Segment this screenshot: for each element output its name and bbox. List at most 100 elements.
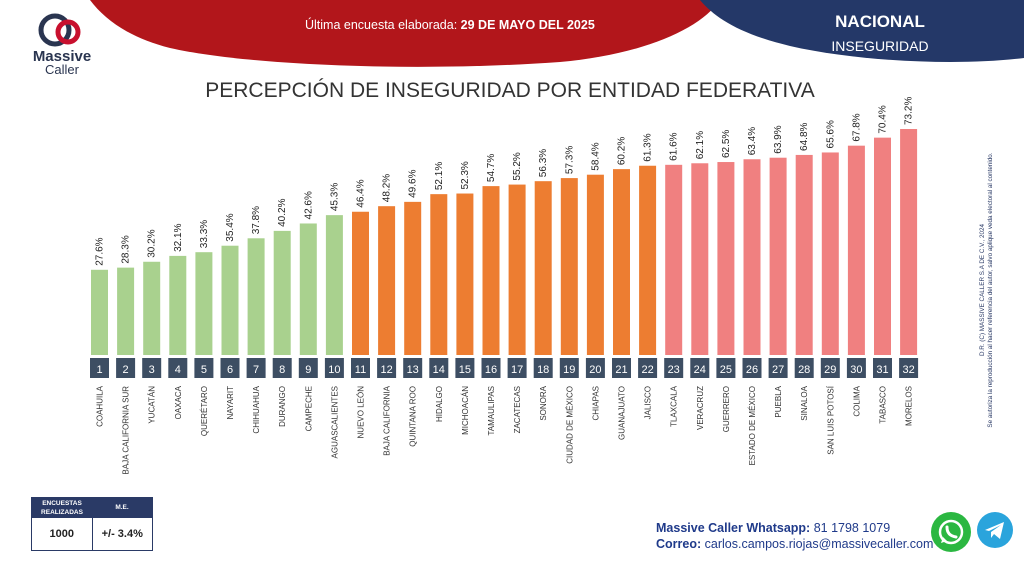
rank-badge	[272, 358, 292, 378]
bar	[795, 154, 813, 355]
bar	[325, 215, 343, 355]
state-label: OAXACA	[174, 385, 183, 419]
encuestas-header-l1: ENCUESTAS	[42, 500, 82, 507]
bar	[743, 159, 761, 355]
rank-label: 5	[201, 364, 207, 376]
header-bar	[0, 0, 1024, 70]
legal-notice: D.R. (C) MASSIVE CALLER S.A DE C.V., 202…	[979, 105, 1004, 475]
bar	[534, 181, 552, 355]
legal-notice-text: D.R. (C) MASSIVE CALLER S.A DE C.V., 202…	[979, 105, 995, 475]
telegram-icon[interactable]	[977, 512, 1013, 548]
rank-badge	[742, 358, 762, 378]
rank-badge	[429, 358, 449, 378]
rank-badge	[507, 358, 527, 378]
rank-badge	[612, 358, 631, 378]
survey-date-text: Última encuesta elaborada: 29 DE MAYO DE…	[305, 18, 595, 32]
survey-date-value: 29 DE MAYO DEL 2025	[460, 18, 595, 32]
rank-label: 15	[459, 364, 471, 376]
bar	[430, 194, 448, 355]
state-label: QUERÉTARO	[200, 386, 209, 436]
bar-value-label: 52.3%	[460, 161, 471, 189]
margin-header: M.E.	[115, 504, 129, 511]
rank-badge	[324, 358, 344, 378]
state-label: BAJA CALIFORNIA	[383, 385, 392, 455]
topic-label: INSEGURIDAD	[831, 38, 929, 54]
rank-label: 12	[380, 364, 392, 376]
state-label: GUANAJUATO	[618, 386, 627, 440]
bar-value-label: 58.4%	[590, 142, 601, 170]
chart-title: PERCEPCIÓN DE INSEGURIDAD POR ENTIDAD FE…	[205, 79, 815, 102]
bar	[560, 178, 578, 355]
rank-badge	[481, 358, 501, 378]
rank-badge	[377, 358, 397, 378]
rank-label: 32	[902, 364, 914, 376]
whatsapp-label: Massive Caller Whatsapp:	[656, 521, 811, 535]
rank-label: 6	[227, 364, 233, 376]
header-bands	[90, 0, 1024, 67]
bar	[482, 186, 500, 355]
rank-label: 16	[485, 364, 497, 376]
bar-value-label: 32.1%	[173, 223, 184, 251]
bar	[613, 169, 630, 355]
rank-badge	[846, 358, 866, 378]
state-label: CIUDAD DE MÉXICO	[565, 386, 574, 464]
logo-line2: Caller	[45, 62, 79, 77]
state-label: TAMAULIPAS	[487, 386, 496, 436]
massive-caller-logo	[28, 8, 98, 76]
bar	[691, 163, 709, 355]
rank-badge	[194, 358, 214, 378]
rank-label: 29	[824, 364, 836, 376]
bar	[169, 255, 187, 355]
bar	[900, 129, 918, 355]
rank-badge	[246, 358, 266, 378]
bar	[91, 269, 108, 355]
bar-value-label: 45.3%	[329, 183, 340, 211]
whatsapp-icon[interactable]	[931, 512, 971, 552]
rank-label: 2	[123, 364, 129, 376]
whatsapp-number[interactable]: 81 1798 1079	[813, 521, 891, 535]
bar-value-label: 27.6%	[95, 237, 106, 265]
bar-value-label: 52.1%	[434, 162, 445, 190]
state-label: HIDALGO	[435, 386, 444, 422]
rank-label: 20	[589, 364, 601, 376]
rank-badge	[455, 358, 475, 378]
bar-value-label: 55.2%	[512, 152, 523, 180]
state-label: SAN LUIS POTOSÍ	[826, 385, 835, 455]
email-address[interactable]: carlos.campos.riojas@massivecaller.com	[704, 537, 934, 551]
bar	[299, 223, 317, 355]
state-label: TABASCO	[879, 386, 888, 424]
bar-value-label: 42.6%	[303, 191, 314, 219]
bar	[586, 174, 604, 355]
state-label: YUCATÁN	[148, 386, 157, 424]
bar-value-label: 63.4%	[747, 127, 758, 155]
rank-label: 11	[355, 364, 366, 376]
rank-label: 1	[96, 364, 102, 376]
rank-badge	[664, 358, 684, 378]
rank-label: 17	[511, 364, 523, 376]
bar-value-label: 64.8%	[799, 122, 810, 150]
bar-value-label: 61.6%	[669, 132, 680, 160]
rank-label: 14	[433, 364, 445, 376]
bar-value-label: 63.9%	[773, 125, 784, 153]
rank-badge	[116, 358, 136, 378]
bar	[456, 193, 474, 355]
bar-value-label: 54.7%	[486, 154, 497, 182]
state-label: COAHUILA	[96, 385, 105, 427]
legal-line2: Se autoriza la reproducción al hacer ref…	[987, 152, 994, 428]
rank-label: 25	[720, 364, 732, 376]
scope-label: NACIONAL	[835, 12, 925, 31]
rank-badge	[638, 358, 658, 378]
bar-value-label: 37.8%	[251, 206, 262, 234]
rank-label: 18	[537, 364, 549, 376]
state-label: SONORA	[539, 385, 548, 420]
bar	[717, 162, 735, 355]
rank-label: 22	[641, 364, 653, 376]
rank-label: 26	[746, 364, 758, 376]
state-label: AGUASCALIENTES	[330, 386, 339, 458]
bar	[117, 267, 135, 355]
margin-value: +/- 3.4%	[101, 528, 143, 540]
rank-label: 3	[149, 364, 155, 376]
encuestas-header-l2: REALIZADAS	[41, 509, 83, 516]
rank-label: 9	[305, 364, 311, 376]
